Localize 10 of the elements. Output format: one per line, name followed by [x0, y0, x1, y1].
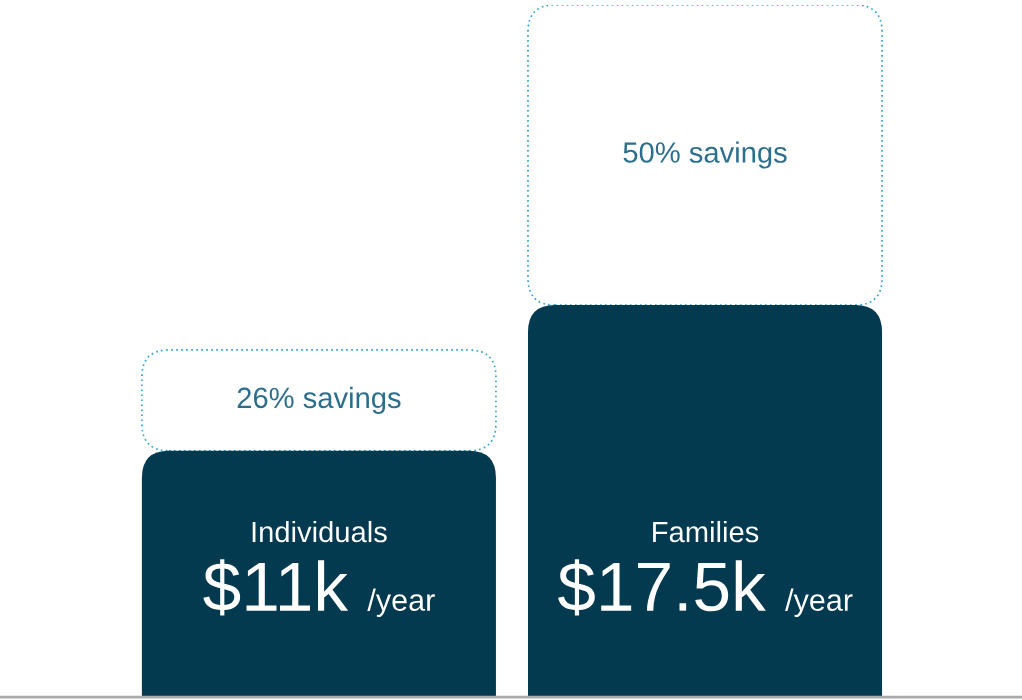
annotation: 50% savings: [623, 141, 787, 169]
annotation: 26% savings: [237, 386, 401, 414]
bar: [527, 4, 883, 306]
bar: [141, 349, 497, 452]
bar: [141, 450, 496, 698]
x-tick-label: Families: [653, 520, 759, 543]
data-label: $11k /year: [203, 559, 435, 617]
x-tick-label: Individuals: [252, 520, 387, 543]
bar: [527, 305, 883, 698]
data-label: $17.5k /year: [558, 559, 853, 617]
